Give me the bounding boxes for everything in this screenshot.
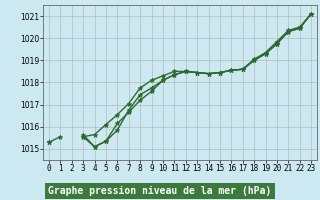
Text: Graphe pression niveau de la mer (hPa): Graphe pression niveau de la mer (hPa) <box>48 186 272 196</box>
